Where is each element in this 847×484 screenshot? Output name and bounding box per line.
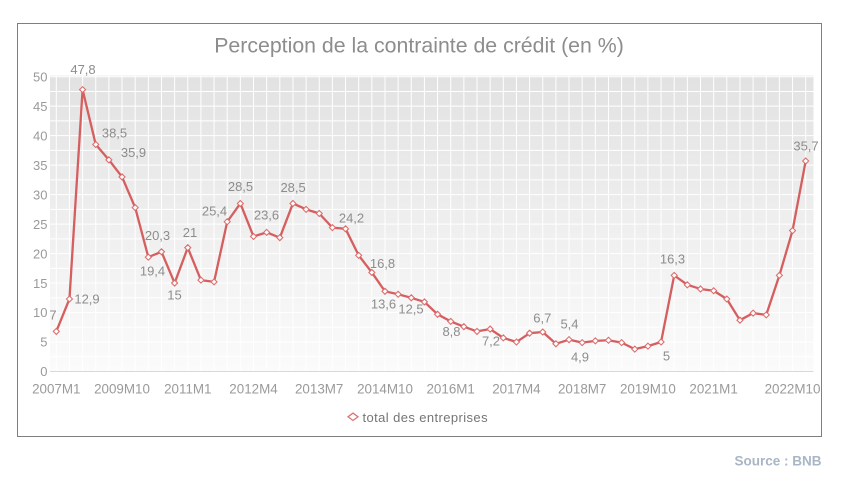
svg-text:8,8: 8,8 <box>442 324 460 339</box>
svg-text:2016M1: 2016M1 <box>426 381 474 396</box>
svg-text:12,5: 12,5 <box>398 302 423 317</box>
svg-text:2014M10: 2014M10 <box>357 381 413 396</box>
svg-text:2012M4: 2012M4 <box>229 381 278 396</box>
svg-text:16,8: 16,8 <box>370 256 395 271</box>
svg-text:28,5: 28,5 <box>280 180 305 195</box>
svg-text:20: 20 <box>33 246 47 261</box>
svg-text:2009M10: 2009M10 <box>94 381 150 396</box>
svg-text:20,3: 20,3 <box>145 228 170 243</box>
svg-text:47,8: 47,8 <box>70 62 95 77</box>
svg-text:2018M7: 2018M7 <box>558 381 606 396</box>
svg-text:24,2: 24,2 <box>339 211 364 226</box>
svg-text:2011M1: 2011M1 <box>164 381 211 396</box>
svg-text:13,6: 13,6 <box>371 297 396 312</box>
svg-text:50: 50 <box>33 69 47 84</box>
svg-text:5: 5 <box>40 335 47 350</box>
svg-text:7: 7 <box>49 308 56 323</box>
svg-text:12,9: 12,9 <box>74 292 99 307</box>
svg-text:30: 30 <box>33 187 47 202</box>
svg-text:4,9: 4,9 <box>571 350 589 365</box>
svg-text:5: 5 <box>663 349 670 364</box>
svg-text:total des entreprises: total des entreprises <box>363 410 489 425</box>
svg-text:40: 40 <box>33 128 47 143</box>
svg-text:25: 25 <box>33 217 47 232</box>
svg-text:15: 15 <box>33 276 47 291</box>
svg-text:2019M10: 2019M10 <box>620 381 676 396</box>
svg-text:19,4: 19,4 <box>140 264 165 279</box>
svg-text:15: 15 <box>167 288 181 303</box>
svg-text:45: 45 <box>33 99 47 114</box>
svg-text:35,9: 35,9 <box>121 145 146 160</box>
svg-text:35: 35 <box>33 158 47 173</box>
svg-text:21: 21 <box>183 225 197 240</box>
svg-text:2022M10: 2022M10 <box>765 381 821 396</box>
svg-text:2021M1: 2021M1 <box>689 381 737 396</box>
svg-text:38,5: 38,5 <box>102 126 127 141</box>
svg-text:6,7: 6,7 <box>533 311 551 326</box>
svg-text:5,4: 5,4 <box>560 317 578 332</box>
svg-text:10: 10 <box>33 305 47 320</box>
svg-text:25,4: 25,4 <box>202 204 227 219</box>
svg-text:2007M1: 2007M1 <box>32 381 80 396</box>
svg-text:23,6: 23,6 <box>254 208 279 223</box>
svg-text:2013M7: 2013M7 <box>295 381 343 396</box>
svg-text:28,5: 28,5 <box>228 179 253 194</box>
svg-text:Perception de la contrainte de: Perception de la contrainte de crédit (e… <box>214 34 624 58</box>
svg-text:Source : BNB: Source : BNB <box>734 453 821 468</box>
svg-text:16,3: 16,3 <box>660 252 685 267</box>
svg-text:2017M4: 2017M4 <box>492 381 541 396</box>
svg-text:0: 0 <box>40 364 47 379</box>
svg-text:35,7: 35,7 <box>793 139 818 154</box>
svg-text:7,2: 7,2 <box>482 334 500 349</box>
